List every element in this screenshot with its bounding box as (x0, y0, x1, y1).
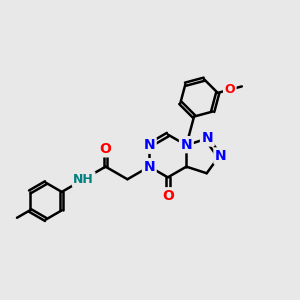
Text: N: N (202, 131, 213, 145)
Text: N: N (143, 138, 155, 152)
Text: NH: NH (73, 173, 94, 186)
Text: N: N (143, 160, 155, 174)
Text: N: N (215, 149, 226, 163)
Text: O: O (162, 189, 174, 203)
Text: O: O (224, 83, 235, 96)
Text: N: N (181, 138, 192, 152)
Text: O: O (100, 142, 112, 156)
